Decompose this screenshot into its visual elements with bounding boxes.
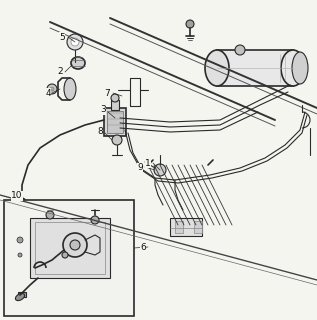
Circle shape (71, 38, 79, 46)
Circle shape (112, 135, 122, 145)
Ellipse shape (205, 50, 229, 86)
Circle shape (50, 87, 54, 91)
Circle shape (47, 84, 57, 94)
Circle shape (46, 211, 54, 219)
Circle shape (62, 252, 68, 258)
Text: 1: 1 (145, 158, 151, 167)
Text: 5: 5 (59, 33, 65, 42)
Circle shape (18, 198, 26, 206)
Bar (194, 221, 202, 233)
Circle shape (91, 216, 99, 224)
Ellipse shape (64, 78, 76, 100)
Circle shape (186, 20, 194, 28)
Circle shape (111, 94, 119, 102)
Text: 3: 3 (100, 106, 106, 115)
Ellipse shape (235, 45, 245, 55)
Bar (30, 218, 110, 278)
Bar (217, 50, 293, 86)
Bar (170, 218, 202, 236)
Ellipse shape (292, 52, 308, 84)
Text: 10: 10 (11, 191, 23, 201)
Circle shape (17, 237, 23, 243)
Ellipse shape (281, 50, 305, 86)
Text: 9: 9 (137, 164, 143, 172)
Circle shape (67, 34, 83, 50)
Bar (4, 200, 134, 316)
Bar (107, 111, 123, 133)
Circle shape (18, 253, 22, 257)
Circle shape (154, 164, 166, 176)
Bar (35, 222, 105, 274)
Bar (104, 108, 126, 136)
Bar (111, 100, 119, 110)
Bar (18, 292, 26, 297)
Text: 4: 4 (45, 89, 51, 98)
Text: 8: 8 (97, 127, 103, 137)
Text: 2: 2 (57, 68, 63, 76)
Bar (175, 221, 183, 233)
Ellipse shape (71, 57, 85, 69)
Text: 6: 6 (140, 243, 146, 252)
Text: 7: 7 (104, 89, 110, 98)
Circle shape (70, 240, 80, 250)
Circle shape (63, 233, 87, 257)
Ellipse shape (16, 293, 25, 300)
